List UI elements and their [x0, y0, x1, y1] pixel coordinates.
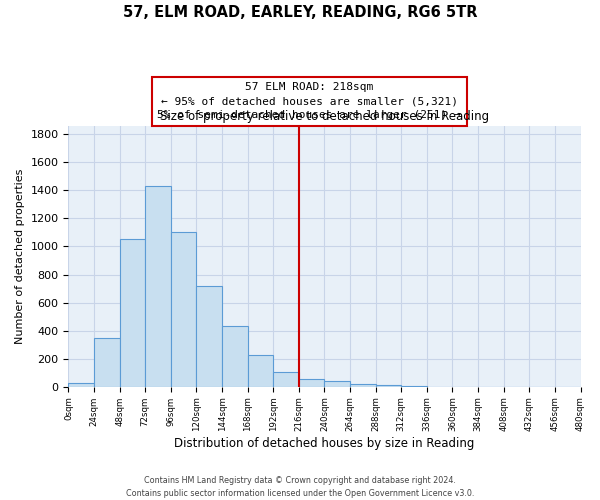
Bar	[248, 356, 273, 387]
Title: Size of property relative to detached houses in Reading: Size of property relative to detached ho…	[160, 110, 489, 123]
Bar	[401, 386, 427, 387]
Bar	[325, 381, 350, 387]
Bar	[222, 326, 248, 387]
Bar	[273, 372, 299, 387]
Text: 57, ELM ROAD, EARLEY, READING, RG6 5TR: 57, ELM ROAD, EARLEY, READING, RG6 5TR	[123, 5, 477, 20]
Bar	[376, 386, 401, 387]
Y-axis label: Number of detached properties: Number of detached properties	[15, 168, 25, 344]
Text: 57 ELM ROAD: 218sqm
← 95% of detached houses are smaller (5,321)
5% of semi-deta: 57 ELM ROAD: 218sqm ← 95% of detached ho…	[157, 82, 461, 120]
X-axis label: Distribution of detached houses by size in Reading: Distribution of detached houses by size …	[174, 437, 475, 450]
Text: Contains HM Land Registry data © Crown copyright and database right 2024.
Contai: Contains HM Land Registry data © Crown c…	[126, 476, 474, 498]
Bar	[171, 232, 196, 387]
Bar	[196, 286, 222, 387]
Bar	[350, 384, 376, 387]
Bar	[299, 379, 325, 387]
Bar	[94, 338, 119, 387]
Bar	[119, 240, 145, 387]
Bar	[68, 382, 94, 387]
Bar	[145, 186, 171, 387]
